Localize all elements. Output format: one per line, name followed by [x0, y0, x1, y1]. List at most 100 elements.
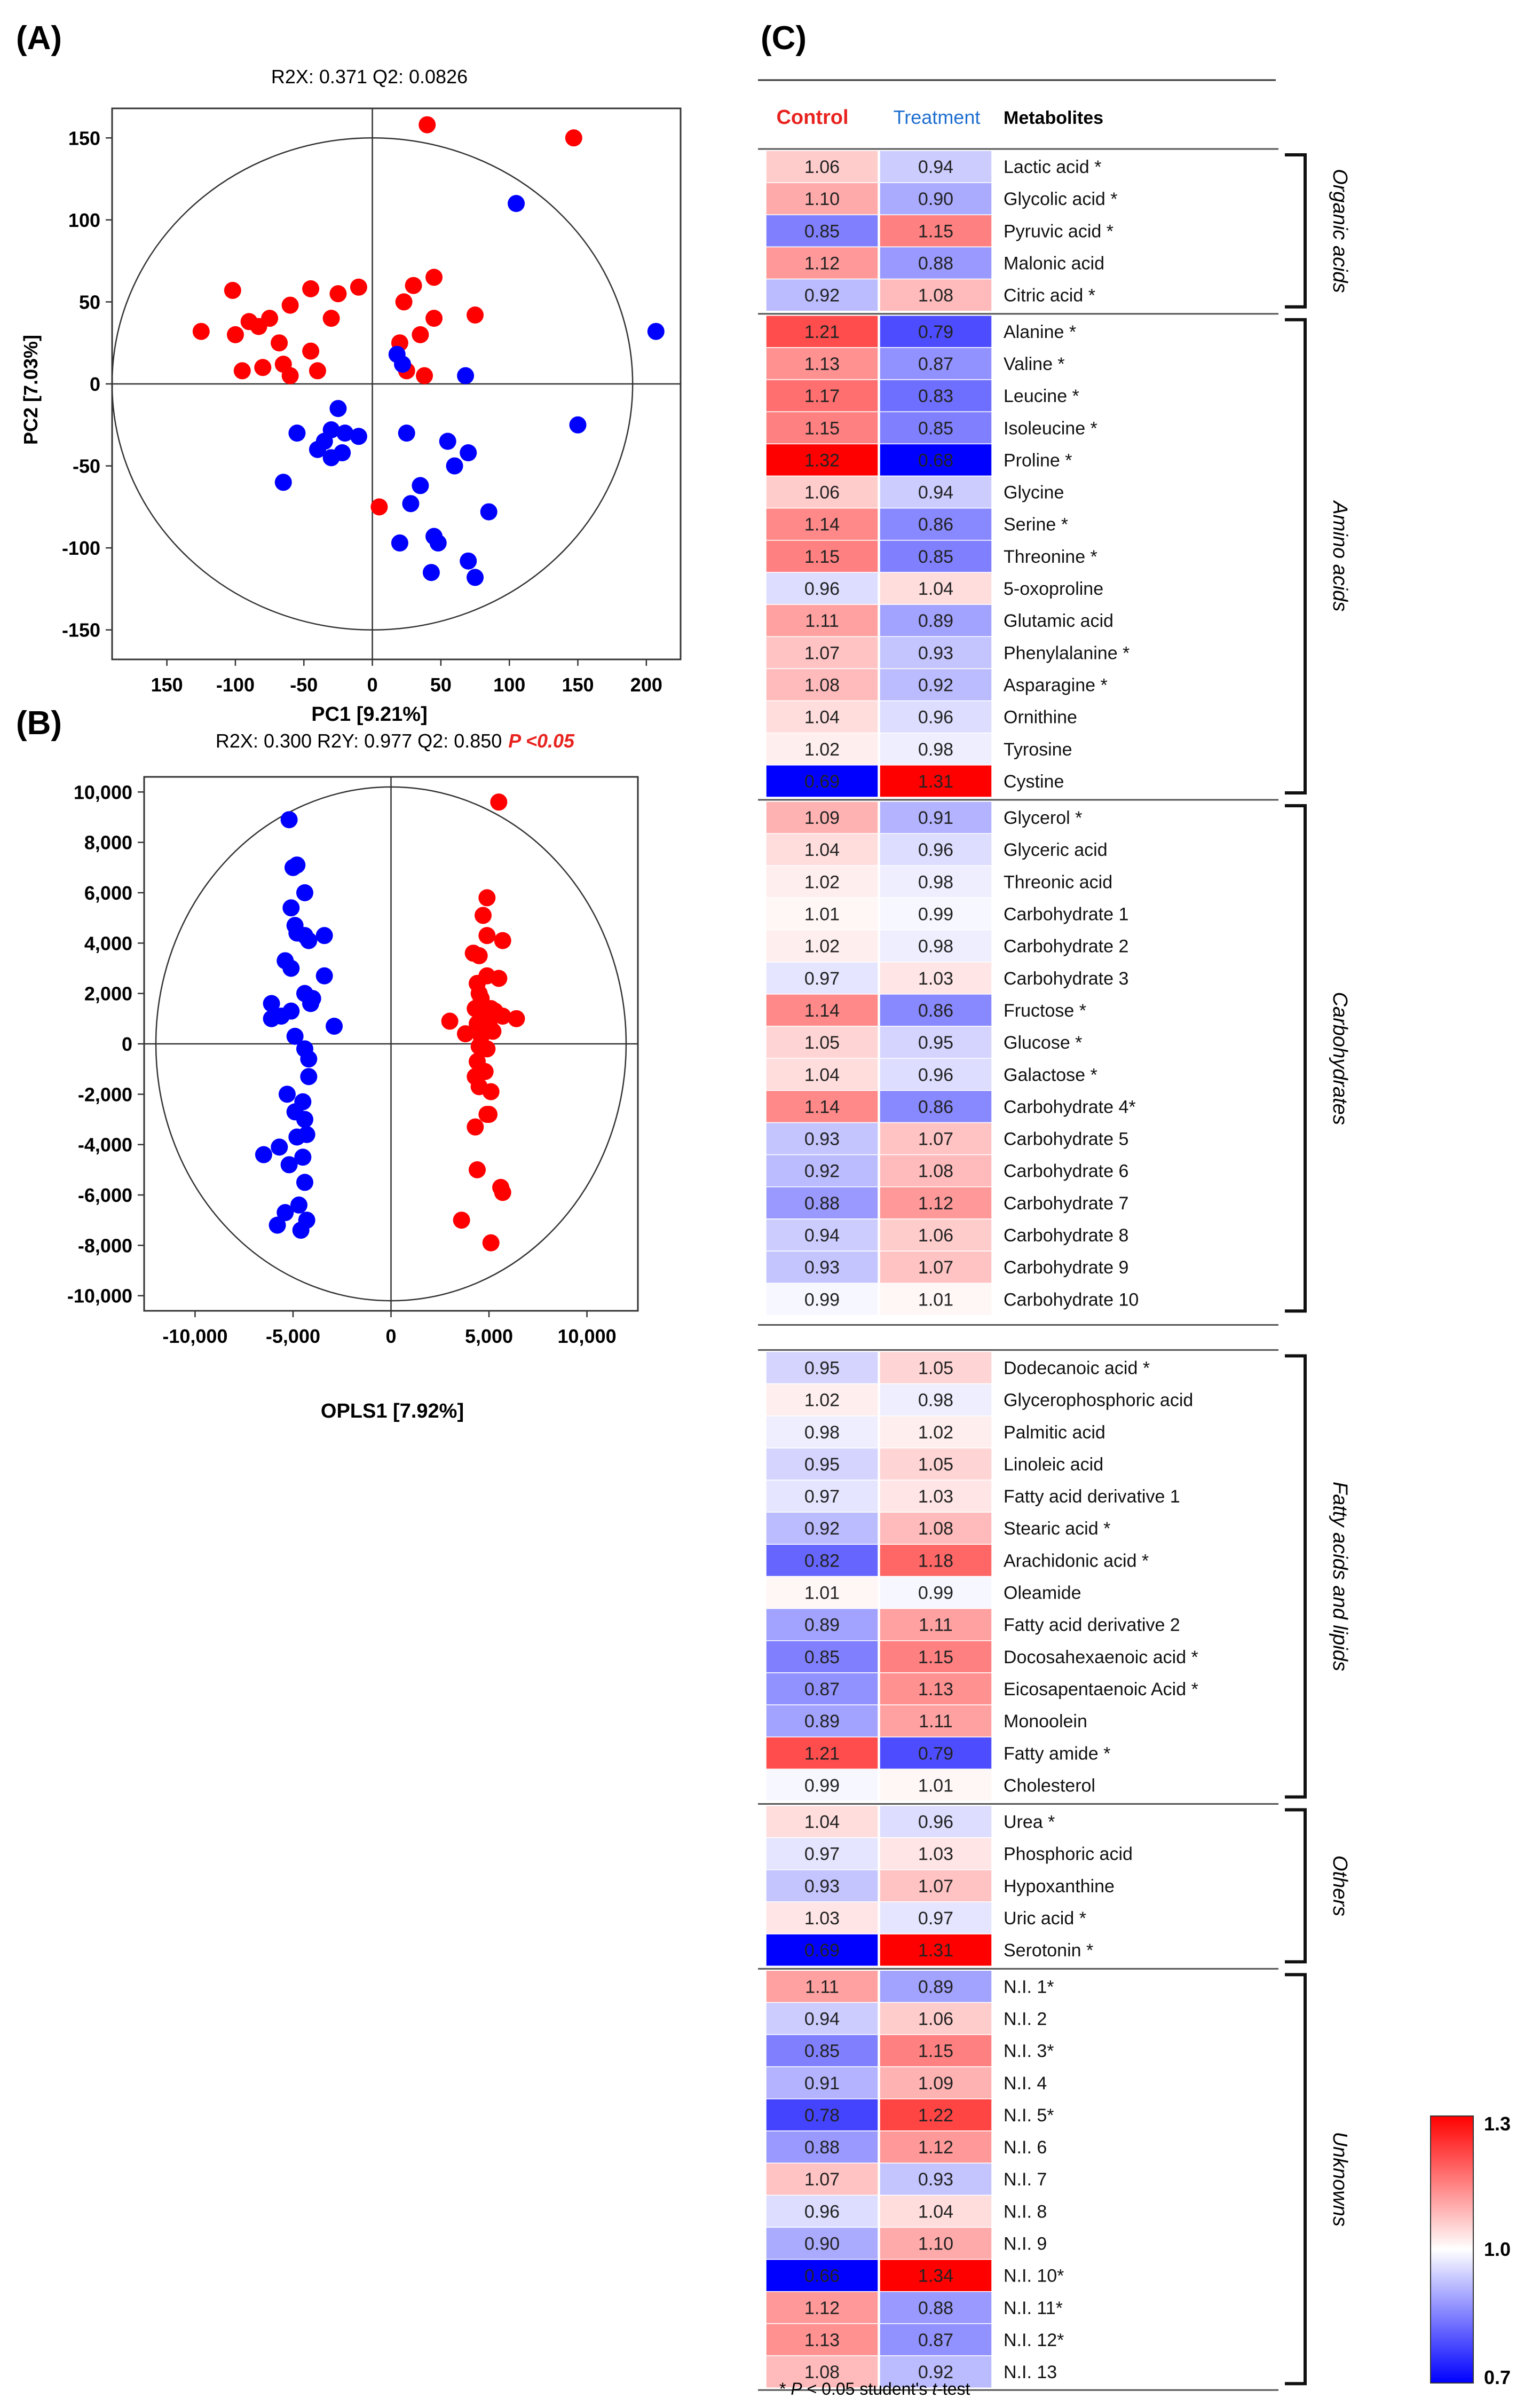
- pca-point-treatment: [446, 457, 463, 475]
- opls-point-control: [456, 1025, 474, 1043]
- heatmap-cell-treatment: [879, 1768, 992, 1802]
- heatmap-cell-control: [765, 2259, 879, 2292]
- heatmap-value-control: 0.93: [804, 1129, 840, 1150]
- heatmap-col-metabolites: Metabolites: [1004, 108, 1103, 128]
- heatmap-value-control: 1.32: [804, 450, 840, 470]
- pca-point-treatment: [274, 474, 292, 491]
- heatmap-metabolite-label: Monoolein: [1004, 1711, 1087, 1732]
- heatmap-cell-control: [765, 604, 879, 637]
- heatmap-group-bracket: [1285, 1354, 1307, 1799]
- heatmap-cell-control: [765, 1768, 879, 1802]
- heatmap-footnote: * P < 0.05 student's t-test: [779, 2379, 970, 2398]
- pca-point-treatment: [569, 416, 587, 434]
- opls-point-treatment: [282, 899, 300, 917]
- opls-point-treatment: [296, 884, 313, 901]
- heatmap-value-treatment: 0.98: [918, 937, 953, 957]
- opls-point-treatment: [282, 959, 300, 977]
- opls-point-treatment: [296, 1111, 313, 1128]
- heatmap-cell-treatment: [879, 1122, 992, 1155]
- pca-x-tick-label: 150: [562, 674, 594, 696]
- heatmap-cell-control: [765, 1480, 879, 1513]
- heatmap-value-control: 1.04: [804, 707, 840, 728]
- heatmap-value-control: 0.94: [804, 2009, 840, 2029]
- heatmap-value-treatment: 0.89: [918, 1977, 953, 1997]
- heatmap-cell-treatment: [879, 700, 992, 734]
- heatmap-value-treatment: 0.96: [918, 1812, 953, 1832]
- heatmap-metabolite-label: Urea *: [1004, 1812, 1055, 1832]
- heatmap-metabolite-label: Docosahexaenoic acid *: [1004, 1647, 1198, 1667]
- pca-y-axis-title: PC2 [7.03%]: [20, 335, 42, 445]
- opls-point-treatment: [315, 967, 333, 985]
- pca-point-control: [416, 367, 433, 384]
- heatmap-metabolite-label: Carbohydrate 1: [1004, 904, 1128, 925]
- opls-y-tick-label: 10,000: [74, 781, 132, 803]
- pca-point-control: [350, 278, 367, 296]
- heatmap-cell-control: [765, 411, 879, 445]
- opls-y-tick-label: 4,000: [84, 932, 132, 954]
- opls-point-treatment: [290, 1196, 307, 1214]
- heatmap-value-treatment: 0.79: [918, 322, 953, 342]
- heatmap-value-treatment: 0.91: [918, 808, 953, 828]
- heatmap-cell-treatment: [879, 1837, 992, 1870]
- heatmap-cell-control: [765, 1704, 879, 1737]
- heatmap-cell-treatment: [879, 1933, 992, 1967]
- heatmap-value-control: 0.93: [804, 1257, 840, 1278]
- heatmap-cell-treatment: [879, 2162, 992, 2196]
- heatmap-value-treatment: 0.98: [918, 740, 953, 760]
- heatmap-value-treatment: 0.85: [918, 547, 953, 567]
- heatmap-value-treatment: 1.34: [918, 2266, 953, 2286]
- heatmap-value-control: 0.97: [804, 1486, 840, 1507]
- heatmap-metabolite-label: Glycerol *: [1004, 808, 1082, 828]
- heatmap-group-label: Others: [1329, 1855, 1351, 1916]
- pca-point-treatment: [309, 441, 326, 458]
- heatmap-value-control: 0.95: [804, 1358, 840, 1378]
- heatmap-value-treatment: 0.86: [918, 1001, 953, 1021]
- heatmap-cell-control: [765, 1283, 879, 1316]
- pca-point-control: [412, 326, 429, 343]
- color-scale-min-label: 0.7: [1484, 2366, 1511, 2388]
- heatmap-value-control: 1.13: [804, 2330, 840, 2350]
- heatmap-group-label: Carbohydrates: [1329, 992, 1351, 1125]
- heatmap-metabolite-label: Threonine *: [1004, 547, 1097, 567]
- opls-y-tick-label: 8,000: [84, 832, 132, 854]
- heatmap-cell-control: [765, 1837, 879, 1870]
- heatmap-value-control: 1.08: [804, 2362, 840, 2382]
- heatmap-cell-control: [765, 379, 879, 412]
- pca-x-tick-label: -50: [290, 674, 318, 696]
- opls-point-control: [480, 1106, 498, 1123]
- heatmap-cell-treatment: [879, 962, 992, 995]
- heatmap-value-treatment: 0.98: [918, 1390, 953, 1411]
- heatmap-group-bracket: [1285, 318, 1307, 795]
- heatmap-value-control: 0.82: [804, 1551, 840, 1571]
- opls-x-tick-label: 10,000: [558, 1325, 617, 1347]
- heatmap-value-control: 1.13: [804, 354, 840, 374]
- opls-y-tick-label: -8,000: [78, 1234, 132, 1256]
- heatmap-cell-control: [765, 897, 879, 931]
- heatmap-value-treatment: 0.88: [918, 2298, 953, 2318]
- heatmap-value-treatment: 0.99: [918, 904, 953, 925]
- heatmap-metabolite-label: Cholesterol: [1004, 1775, 1095, 1796]
- heatmap-value-control: 1.06: [804, 483, 840, 503]
- heatmap-value-treatment: 1.18: [918, 1551, 953, 1571]
- heatmap-metabolite-label: Carbohydrate 2: [1004, 937, 1128, 957]
- heatmap-value-control: 0.66: [804, 2266, 840, 2286]
- heatmap-value-treatment: 0.97: [918, 1908, 953, 1929]
- heatmap-group-bracket: [1285, 1973, 1307, 2386]
- opls-point-control: [467, 1118, 484, 1136]
- pca-y-tick-label: -50: [73, 455, 100, 477]
- heatmap-cell-control: [765, 765, 879, 798]
- heatmap-metabolite-label: Ornithine: [1004, 707, 1077, 728]
- heatmap-cell-control: [765, 315, 879, 348]
- heatmap-metabolite-label: 5-oxoproline: [1004, 579, 1103, 599]
- heatmap-value-treatment: 0.68: [918, 450, 953, 470]
- opls-point-treatment: [272, 1008, 290, 1025]
- heatmap-metabolite-label: Leucine *: [1004, 386, 1079, 406]
- heatmap-cell-control: [765, 1544, 879, 1577]
- pca-point-treatment: [329, 400, 347, 418]
- heatmap-cell-treatment: [879, 1608, 992, 1641]
- pca-point-treatment: [394, 356, 412, 373]
- pca-point-control: [309, 362, 326, 380]
- heatmap-value-control: 1.07: [804, 643, 840, 663]
- heatmap-value-control: 1.15: [804, 547, 840, 567]
- opls-x-tick-label: -5,000: [266, 1325, 320, 1347]
